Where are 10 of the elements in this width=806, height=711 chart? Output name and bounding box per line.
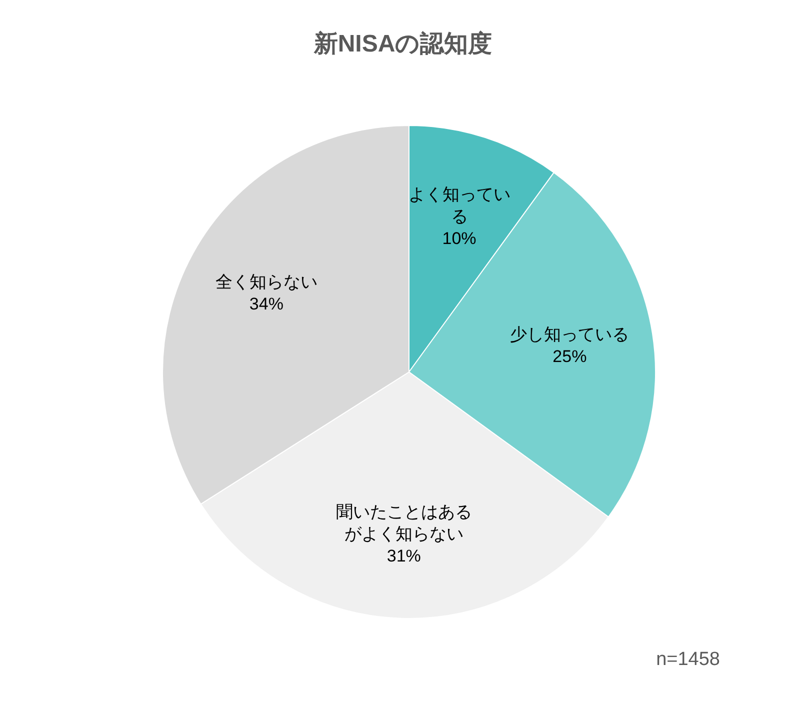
data-label: 31% — [386, 546, 421, 566]
slice-label: 少し知っている — [510, 325, 630, 344]
slice-label: 全く知らない — [215, 272, 318, 292]
chart-title: 新NISAの認知度 — [312, 30, 492, 58]
data-label: 25% — [552, 347, 587, 366]
data-label: 34% — [249, 294, 284, 314]
text: n=1458 — [656, 649, 720, 670]
slice-label: よく知っている — [408, 184, 510, 226]
slice-label: 聞いたことはあるがよく知らない — [336, 502, 472, 544]
data-label: 10% — [442, 228, 476, 248]
